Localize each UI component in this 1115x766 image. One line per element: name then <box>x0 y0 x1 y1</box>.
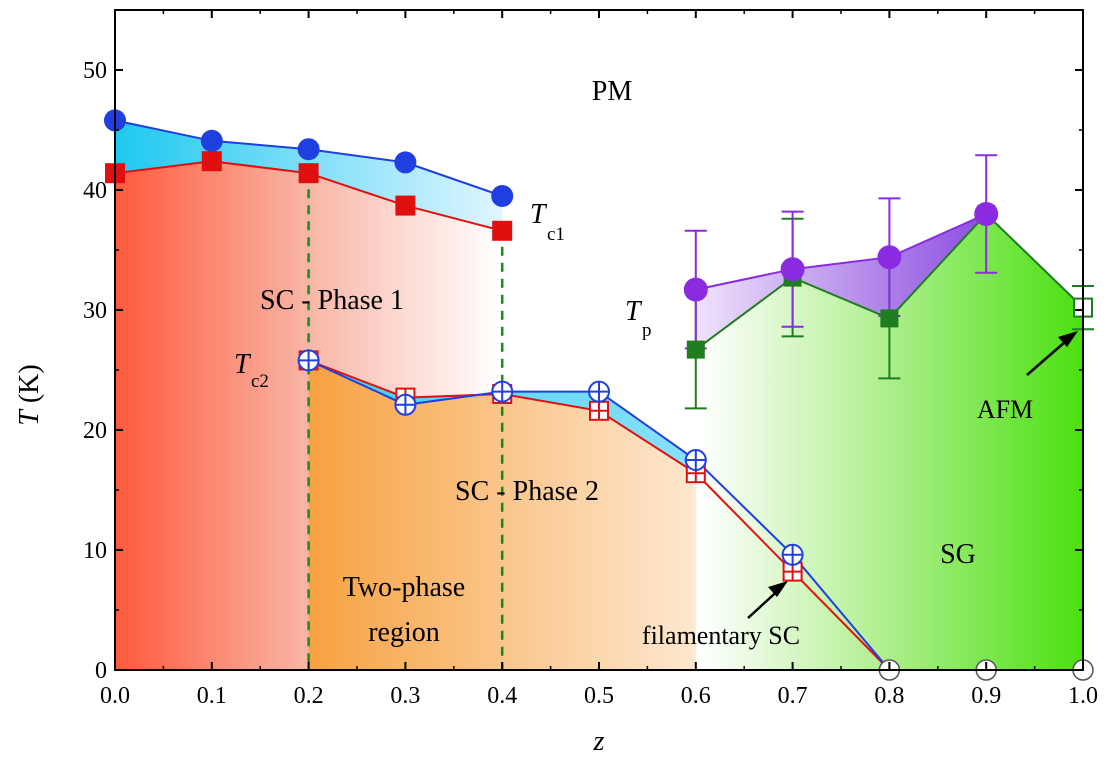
x-tick-label: 0.2 <box>294 683 324 709</box>
tc1-blue-circle <box>491 185 514 207</box>
region-label-sc2: SC - Phase 2 <box>455 476 599 507</box>
axes-frame: 0.0 0.1 0.2 0.3 0.4 0.5 0.6 0.7 0.8 0.9 1.0 0 10 20 30… <box>83 9 1098 709</box>
tc1-red-square <box>395 195 416 216</box>
y-tick-label: 0 <box>95 658 107 684</box>
phase-boundary-dashes <box>307 173 504 670</box>
x-tick-label: 0.8 <box>874 683 904 709</box>
arrow-afm <box>1026 331 1078 376</box>
x-tick-label: 0.1 <box>197 683 227 709</box>
tc1-blue-circle <box>297 138 320 161</box>
region-label-sc1: SC - Phase 1 <box>260 285 404 316</box>
tp-purple-line <box>695 213 987 291</box>
y-tick-label: 30 <box>83 298 107 324</box>
y-tick-label: 50 <box>83 58 107 84</box>
tp-purple-circle <box>780 257 805 282</box>
tp-purple-circle <box>974 202 999 226</box>
y-axis-title: T (K) <box>14 364 45 425</box>
arrow-filamentary-sc <box>747 581 788 619</box>
label-tc1: T c1 <box>530 199 565 245</box>
y-tick-label: 10 <box>83 538 107 564</box>
x-tick-label: 0.4 <box>487 683 517 709</box>
svg-text:T: T <box>234 349 252 380</box>
region-label-filamentary-sc: filamentary SC <box>642 621 800 650</box>
region-label-sg: SG <box>940 539 976 570</box>
tc1-red-square <box>492 220 513 241</box>
label-tp: T p <box>625 296 652 341</box>
x-tick-label: 0.9 <box>971 683 1001 709</box>
y-tick-label: 20 <box>83 418 107 444</box>
label-tc2: T c2 <box>234 349 269 392</box>
region-label-two-phase-line1: Two-phase <box>343 572 465 603</box>
svg-text:T (K): T (K) <box>14 364 45 425</box>
tc1-blue-circle <box>200 129 223 152</box>
region-label-pm: PM <box>592 76 633 107</box>
y-tick-label: 40 <box>83 178 107 204</box>
x-tick-label: 0.7 <box>778 683 808 709</box>
tc1-red-square <box>201 151 222 172</box>
x-tick-label: 0.0 <box>100 683 130 709</box>
svg-text:p: p <box>642 320 652 341</box>
region-label-two-phase-line2: region <box>368 617 440 648</box>
x-tick-label: 0.3 <box>390 683 420 709</box>
svg-text:c1: c1 <box>547 224 565 245</box>
x-axis-title: z <box>593 726 605 757</box>
svg-text:c2: c2 <box>251 371 269 392</box>
green-square <box>686 340 705 359</box>
tc1-red-square <box>298 163 319 184</box>
region-label-afm: AFM <box>977 395 1033 424</box>
tp-region <box>695 214 987 350</box>
x-tick-label: 0.5 <box>584 683 614 709</box>
svg-text:T: T <box>530 199 548 230</box>
green-square <box>880 309 899 328</box>
tp-purple-circle <box>683 277 708 302</box>
x-tick-label: 1.0 <box>1068 683 1098 709</box>
x-tick-label: 0.6 <box>681 683 711 709</box>
svg-text:T: T <box>625 296 643 327</box>
tp-purple-circle <box>877 245 902 270</box>
tc1-blue-circle <box>394 151 417 174</box>
